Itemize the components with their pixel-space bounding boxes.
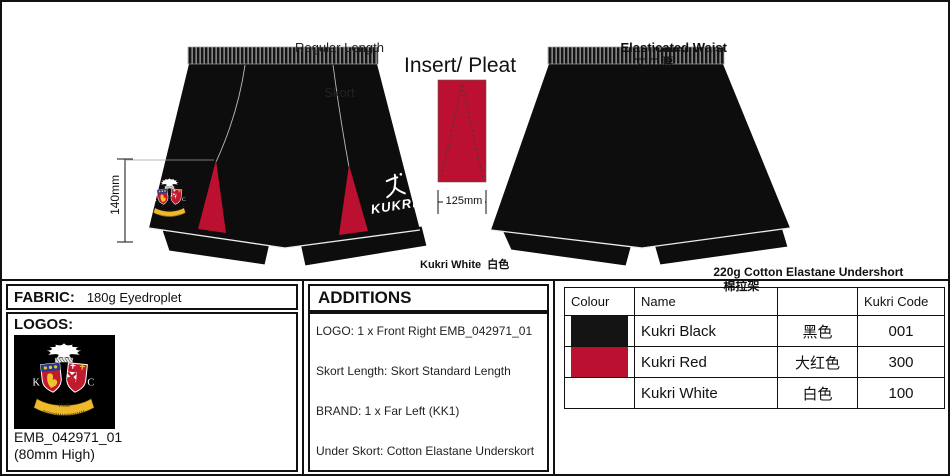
fabric-value: 180g Eyedroplet — [86, 289, 182, 305]
pleat-panel — [437, 79, 487, 183]
column-divider-left — [302, 281, 304, 474]
additions-header: ADDITIONS — [308, 284, 549, 312]
colour-name: Kukri Red — [634, 346, 778, 378]
addition-item-logo: LOGO: 1 x Front Right EMB_042971_01 — [316, 324, 533, 338]
skort-back-view — [490, 46, 791, 267]
elasticated-waist-en: Elasticated Waist — [620, 39, 727, 55]
emb-code: EMB_042971_01 — [14, 429, 123, 445]
undershort-label: 220g Cotton Elastane Undershort 棉拉架 — [700, 252, 903, 307]
colour-name-zh: 白色 — [777, 377, 858, 409]
kukri-code: 100 — [857, 377, 945, 409]
swatch-white — [564, 377, 635, 409]
colour-name: Kukri Black — [634, 315, 778, 347]
addition-item-skort-length: Skort Length: Skort Standard Length — [316, 364, 511, 378]
emb-size: (80mm High) — [14, 446, 95, 462]
colour-table: Colour Name Kukri Code Kukri Black 黑色 00… — [564, 287, 945, 409]
table-row: Kukri Black 黑色 001 — [564, 315, 945, 347]
red-insert-right — [339, 165, 368, 235]
front-view-label: Regular Length Skort — [295, 39, 384, 100]
skort-front-view: KUKRI — [148, 46, 428, 267]
chinese-header — [777, 287, 858, 316]
pleat-height-dimension: 140mm — [108, 174, 123, 215]
insert-pleat-title: Insert/ Pleat — [404, 54, 517, 77]
embroidery-logo-swatch — [14, 335, 115, 429]
spec-panel: FABRIC: 180g Eyedroplet LOGOS: EMB_04297… — [2, 279, 948, 474]
kukri-brand-logo: KUKRI — [370, 173, 418, 217]
column-divider-right — [553, 281, 555, 474]
garment-drawing: K C 1938 — [117, 46, 791, 267]
logos-box: LOGOS: EMB_042971_01 (80mm High) — [6, 312, 298, 472]
pleat-width-dimension: 125mm — [443, 195, 485, 208]
table-row: Kukri White 白色 100 — [564, 377, 945, 409]
elasticated-waist-label: Elasticated Waist 丈巾腰 — [606, 26, 727, 86]
code-header: Kukri Code — [857, 287, 945, 316]
elasticated-waist-zh: 丈巾腰 — [634, 54, 674, 70]
red-insert-left — [198, 160, 226, 233]
swatch-black — [564, 315, 635, 347]
fabric-label: FABRIC: — [14, 288, 75, 306]
elastic-waistband-back — [547, 46, 725, 65]
addition-item-underskort: Under Skort: Cotton Elastane Underskort — [316, 444, 535, 458]
logos-label: LOGOS: — [14, 316, 74, 333]
skort-body-back — [491, 64, 790, 248]
colour-name-zh: 大红色 — [777, 346, 858, 378]
height-measurement — [117, 158, 214, 243]
kukri-code: 300 — [857, 346, 945, 378]
colour-header: Colour — [564, 287, 635, 316]
fabric-box: FABRIC: 180g Eyedroplet — [6, 284, 298, 310]
kukri-knife-icon — [385, 173, 406, 199]
kukri-brand-text: KUKRI — [370, 195, 418, 217]
kukri-code: 001 — [857, 315, 945, 347]
colour-table-header-row: Colour Name Kukri Code — [564, 287, 945, 316]
colour-name: Kukri White — [634, 377, 778, 409]
addition-item-brand: BRAND: 1 x Far Left (KK1) — [316, 404, 460, 418]
undershort-en: 220g Cotton Elastane Undershort — [713, 264, 904, 279]
elastic-waistband — [187, 46, 379, 65]
additions-list: LOGO: 1 x Front Right EMB_042971_01 Skor… — [308, 312, 549, 472]
crest-logo-large — [31, 342, 96, 417]
colour-name-zh: 黑色 — [777, 315, 858, 347]
name-header: Name — [634, 287, 778, 316]
table-row: Kukri Red 大红色 300 — [564, 346, 945, 378]
swatch-red — [564, 346, 635, 378]
insert-pleat-detail — [437, 79, 487, 214]
